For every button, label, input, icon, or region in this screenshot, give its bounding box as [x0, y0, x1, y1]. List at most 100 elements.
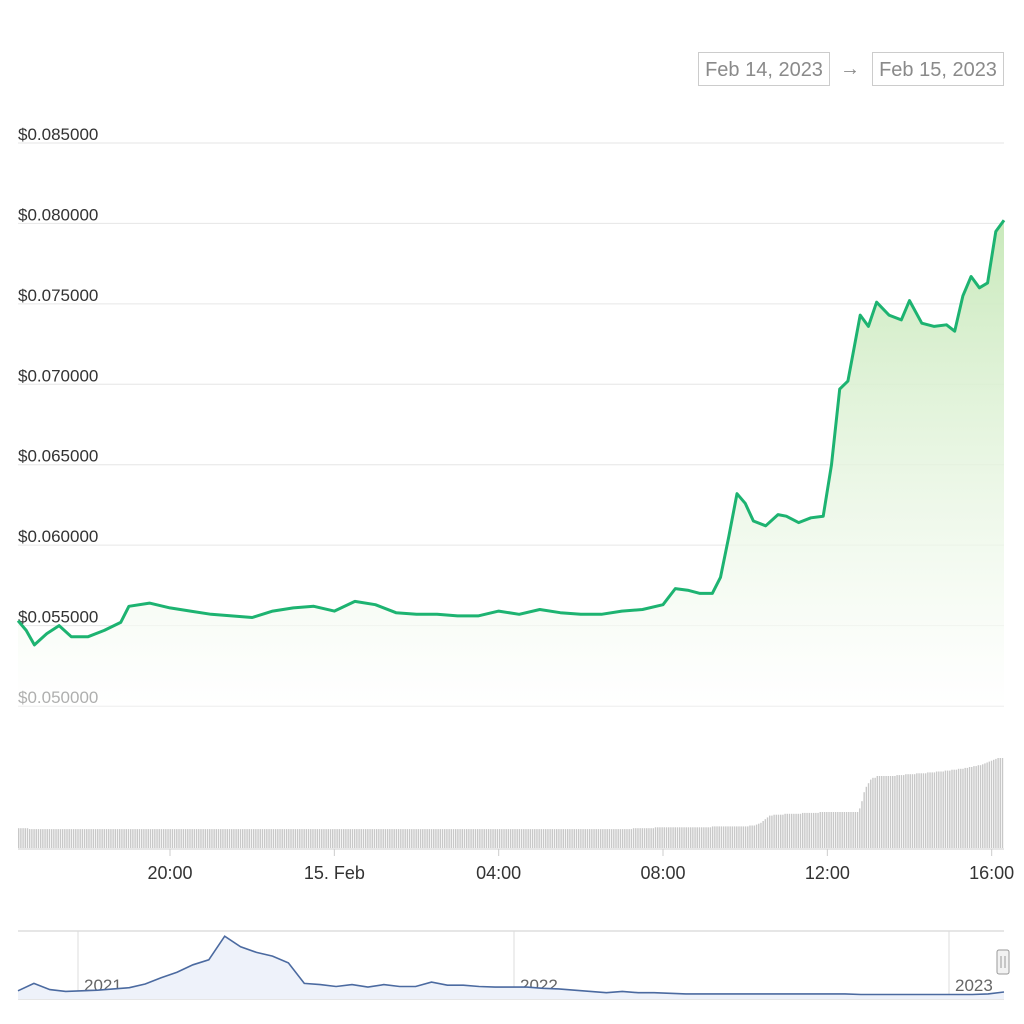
volume-bar [169, 829, 171, 848]
volume-bar [20, 828, 22, 848]
volume-bar [676, 827, 679, 848]
volume-bar [810, 812, 813, 848]
volume-bar [962, 768, 964, 848]
volume-bar [823, 812, 826, 848]
volume-bar [946, 770, 949, 848]
volume-bar [722, 826, 725, 848]
volume-bar [114, 829, 117, 848]
x-tick-label: 12:00 [805, 863, 850, 883]
volume-bar [70, 829, 73, 848]
volume-bar [498, 829, 501, 848]
volume-bar [241, 829, 244, 848]
volume-bar [433, 829, 435, 848]
volume-bar [127, 829, 130, 848]
volume-bar [534, 829, 536, 848]
volume-bar [261, 829, 264, 848]
volume-bar [599, 829, 602, 848]
volume-bar [457, 829, 459, 848]
volume-bar [518, 829, 521, 848]
volume-bar [597, 829, 600, 848]
volume-bar [373, 829, 376, 848]
volume-bar [233, 829, 235, 848]
volume-bar [608, 829, 611, 848]
volume-bar [826, 812, 828, 848]
volume-bar [413, 829, 415, 848]
volume-bar [343, 829, 345, 848]
volume-bar [949, 770, 951, 848]
volume-bar [48, 829, 51, 848]
volume-bar [817, 812, 819, 848]
volume-bar [883, 776, 885, 848]
volume-bar [171, 829, 174, 848]
volume-bar [312, 829, 314, 848]
navigator-handle[interactable] [996, 949, 1010, 975]
x-tick-label: 04:00 [476, 863, 521, 883]
volume-bar [716, 826, 718, 848]
volume-bar [472, 829, 474, 848]
volume-bar [782, 814, 784, 848]
volume-bar [687, 827, 690, 848]
volume-bar [819, 812, 821, 848]
volume-bar [790, 813, 793, 848]
volume-bar [279, 829, 281, 848]
volume-bar [509, 829, 512, 848]
navigator-area [18, 936, 1004, 999]
volume-bar [924, 773, 927, 848]
volume-bar [235, 829, 237, 848]
volume-bar [193, 829, 196, 848]
x-tick-label: 15. Feb [304, 863, 365, 883]
volume-bar [42, 829, 44, 848]
volume-bar [158, 829, 160, 848]
volume-bar [455, 829, 457, 848]
volume-bar [830, 812, 832, 848]
volume-bar [793, 813, 795, 848]
volume-bar [602, 829, 604, 848]
volume-bar [314, 829, 316, 848]
volume-bar [821, 812, 824, 848]
volume-bar [973, 766, 975, 848]
price-area [18, 220, 1004, 706]
volume-bar [501, 829, 503, 848]
volume-bar [340, 829, 343, 848]
volume-bar [815, 812, 817, 848]
x-axis: 20:00 15. Feb 04:00 08:00 12:00 16:00 [18, 848, 1014, 883]
y-axis: $0.085000 $0.080000 $0.075000 $0.070000 $0.0… [18, 125, 98, 707]
volume-bar [132, 829, 134, 848]
volume-bar [881, 776, 883, 848]
volume-bar [336, 829, 338, 848]
volume-bar [97, 829, 99, 848]
volume-bar [246, 829, 248, 848]
volume-bar [327, 829, 330, 848]
volume-bar [446, 829, 448, 848]
volume-bar [257, 829, 259, 848]
volume-bar [692, 827, 694, 848]
volume-bar [244, 829, 246, 848]
volume-bar [566, 829, 569, 848]
y-tick-label: $0.080000 [18, 205, 98, 224]
volume-bar [417, 829, 420, 848]
volume-bar [907, 774, 909, 848]
volume-bar [540, 829, 543, 848]
volume-bar [931, 772, 933, 848]
volume-bar [395, 829, 398, 848]
volume-bar [562, 829, 565, 848]
volume-bar [198, 829, 200, 848]
volume-bar [215, 829, 218, 848]
volume-bar [358, 829, 360, 848]
range-arrow-icon: → [840, 58, 860, 80]
volume-bar [22, 828, 24, 848]
volume-bar [156, 829, 158, 848]
volume-bar [151, 829, 154, 848]
volume-bar [977, 765, 980, 848]
volume-bar [681, 827, 683, 848]
volume-bar [419, 829, 422, 848]
range-start-input[interactable]: Feb 14, 2023 [698, 52, 830, 86]
volume-bar [718, 826, 720, 848]
navigator[interactable]: 2021 2022 2023 [17, 930, 1010, 1000]
volume-bar [321, 829, 323, 848]
range-end-input[interactable]: Feb 15, 2023 [872, 52, 1004, 86]
volume-bar [861, 801, 863, 848]
volume-bar [474, 829, 477, 848]
volume-bar [134, 829, 136, 848]
volume-bar [353, 829, 356, 848]
